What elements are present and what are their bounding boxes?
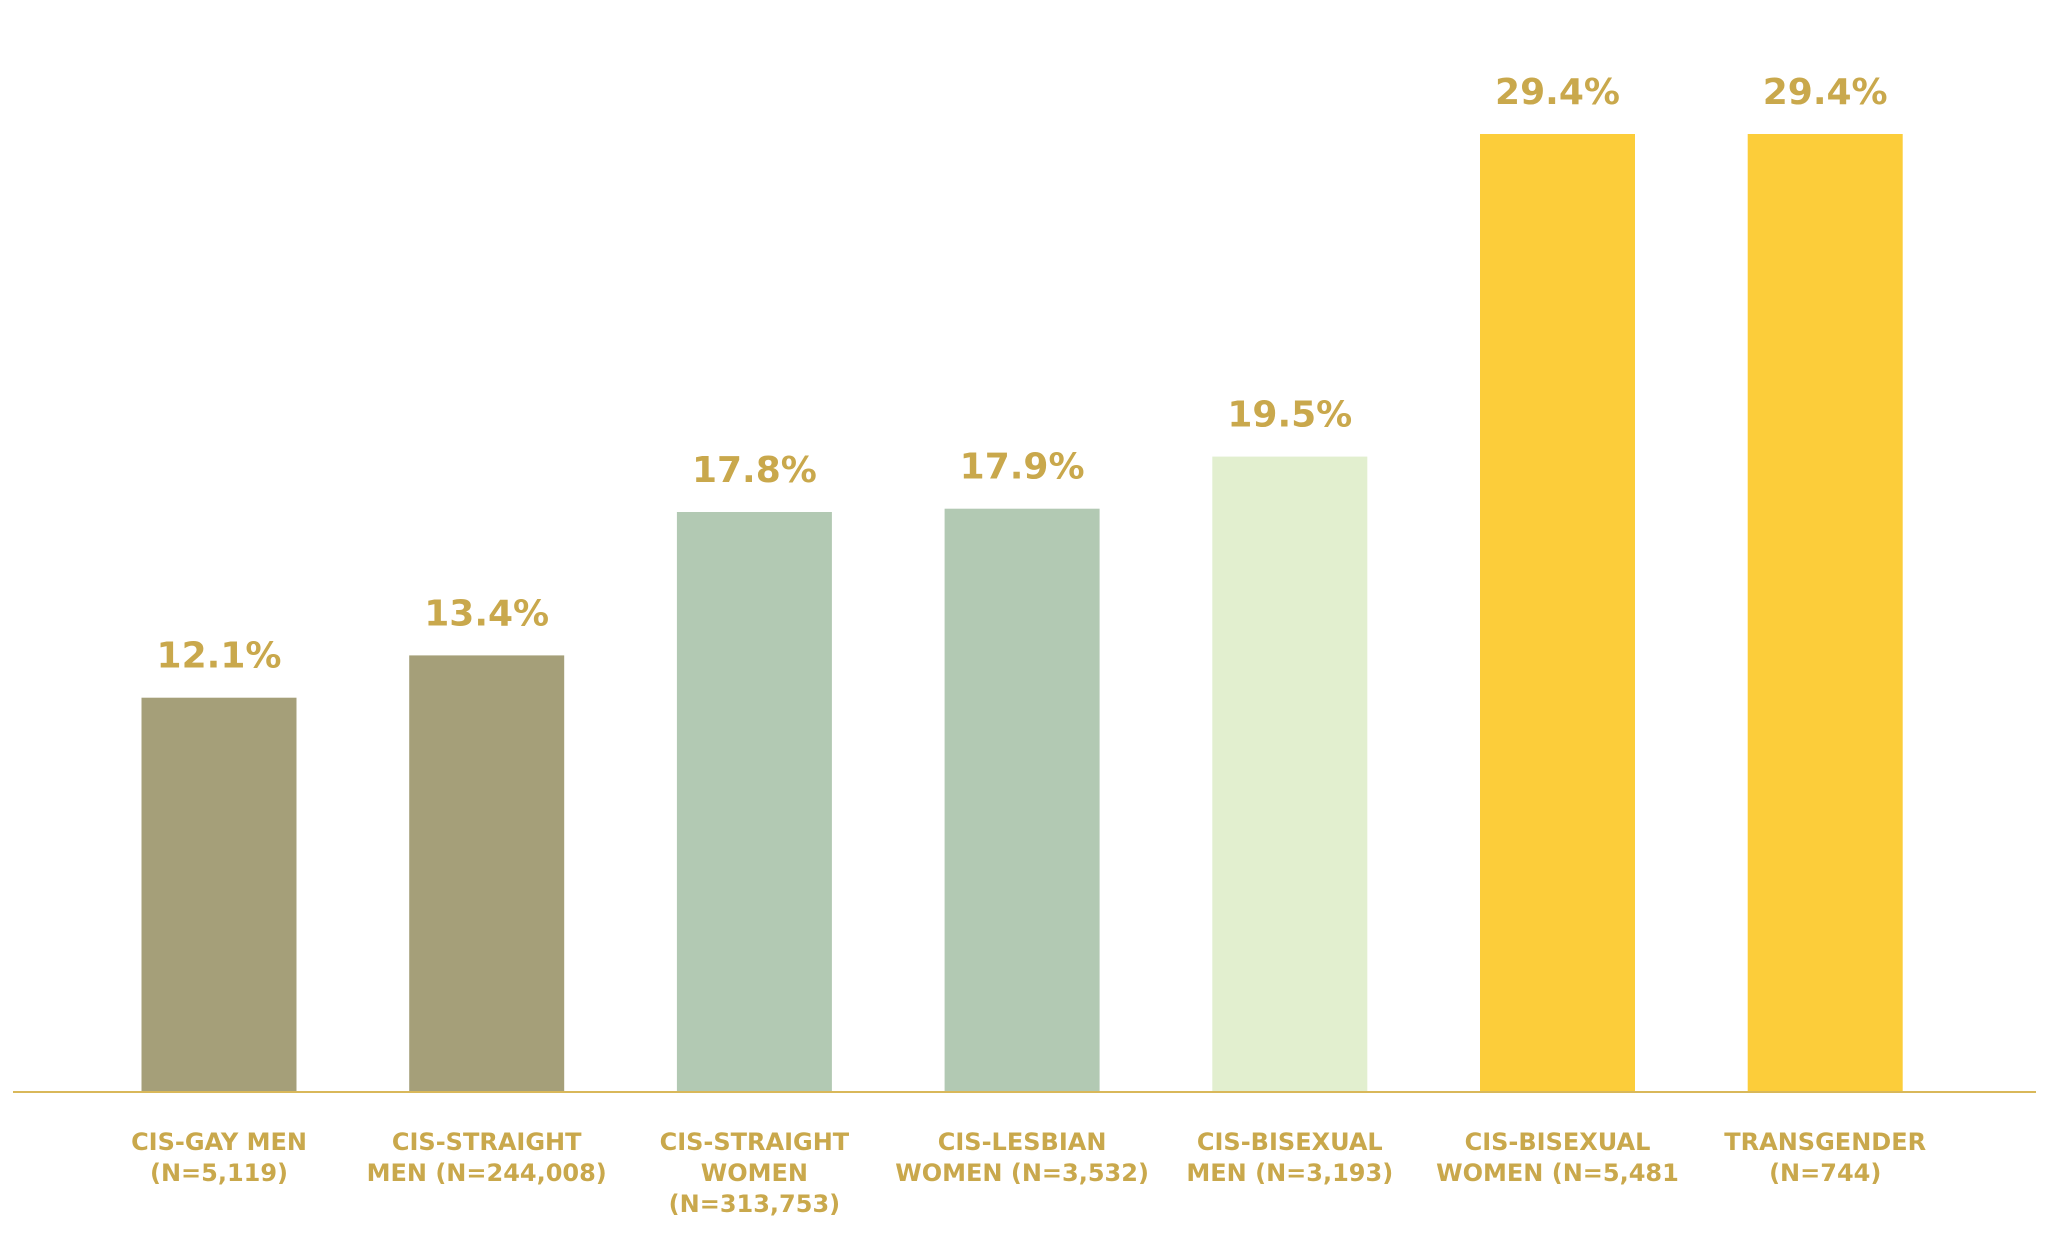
category-label-line: CIS-BISEXUAL [1197, 1128, 1383, 1156]
category-label-line: MEN (N=244,008) [367, 1159, 607, 1187]
category-label-line: TRANSGENDER [1724, 1128, 1926, 1156]
category-label-1: CIS-GAY MEN (N=5,119) [131, 1128, 307, 1187]
category-label-line: WOMEN [701, 1159, 808, 1187]
category-label-4: CIS-LESBIAN WOMEN (N=3,532) [895, 1128, 1149, 1187]
bar-5 [1212, 456, 1368, 1093]
category-label-line: CIS-BISEXUAL [1465, 1128, 1651, 1156]
category-label-line: CIS-LESBIAN [938, 1128, 1107, 1156]
category-label-line: MEN (N=3,193) [1186, 1159, 1393, 1187]
category-label-line: (N=5,119) [150, 1159, 288, 1187]
bar-1 [141, 697, 297, 1092]
value-label-3: 17.8% [692, 450, 817, 491]
category-label-line: (N=744) [1769, 1159, 1881, 1187]
category-label-line: CIS-STRAIGHT [660, 1128, 850, 1156]
value-label-6: 29.4% [1495, 72, 1620, 113]
bar-2 [409, 655, 565, 1092]
value-label-2: 13.4% [424, 593, 549, 634]
category-label-line: (N=313,753) [669, 1190, 840, 1218]
category-label-line: WOMEN (N=5,481 [1436, 1159, 1679, 1187]
bar-7 [1747, 134, 1903, 1092]
bars-layer [141, 134, 1903, 1093]
value-label-7: 29.4% [1763, 72, 1888, 113]
category-label-line: WOMEN (N=3,532) [895, 1159, 1149, 1187]
bar-6 [1480, 134, 1635, 1092]
category-label-3: CIS-STRAIGHT WOMEN (N=313,753) [660, 1128, 850, 1218]
bar-4 [944, 508, 1100, 1092]
value-label-1: 12.1% [157, 636, 282, 677]
category-label-line: CIS-STRAIGHT [392, 1128, 582, 1156]
category-label-5: CIS-BISEXUAL MEN (N=3,193) [1186, 1128, 1393, 1187]
value-labels-layer: 12.1% 13.4% 17.8% 17.9% 19.5% 29.4% 29.4% [157, 72, 1888, 677]
value-label-5: 19.5% [1227, 395, 1352, 436]
category-label-7: TRANSGENDER (N=744) [1724, 1128, 1926, 1187]
category-label-line: CIS-GAY MEN [131, 1128, 307, 1156]
value-label-4: 17.9% [960, 447, 1085, 488]
category-labels-layer: CIS-GAY MEN (N=5,119) CIS-STRAIGHT MEN (N=2… [131, 1128, 1926, 1218]
category-label-2: CIS-STRAIGHT MEN (N=244,008) [367, 1128, 607, 1187]
category-label-6: CIS-BISEXUAL WOMEN (N=5,481 [1436, 1128, 1679, 1187]
bar-3 [676, 512, 832, 1092]
